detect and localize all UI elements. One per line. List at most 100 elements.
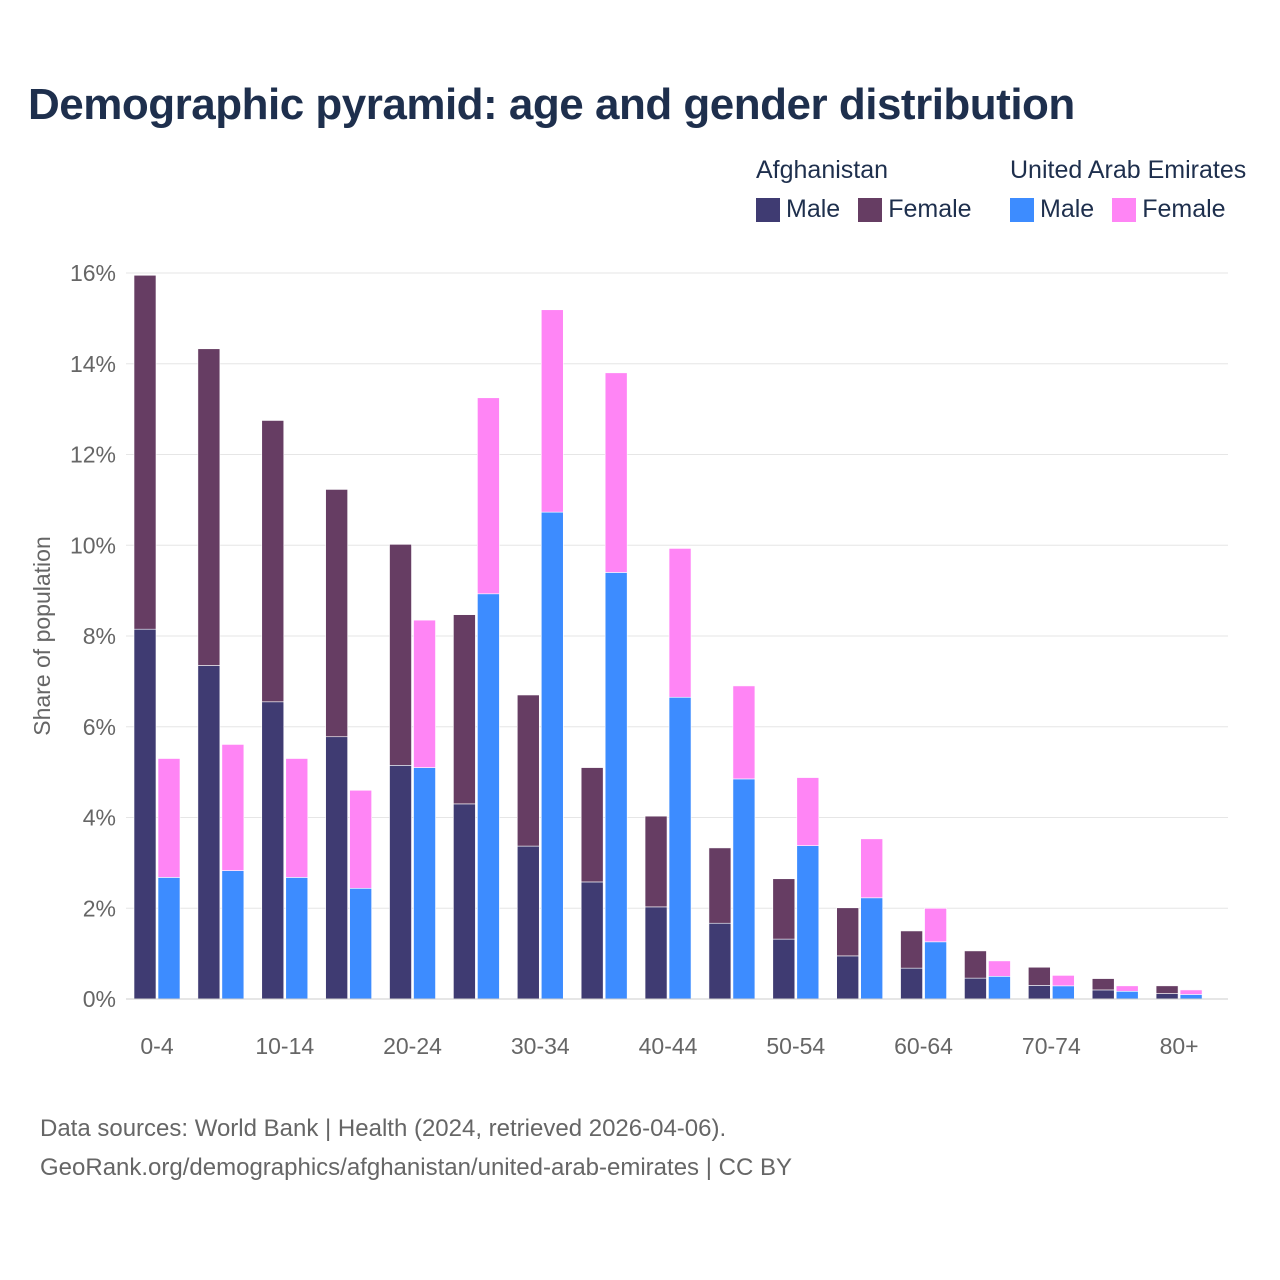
x-tick-label: 70-74 xyxy=(1022,1033,1081,1059)
bar-afghanistan-female-45-49 xyxy=(708,847,732,924)
bar-afghanistan-male-70-74 xyxy=(1028,985,1051,1000)
y-tick-label: 0% xyxy=(83,986,116,1012)
x-tick-label: 80+ xyxy=(1160,1033,1199,1059)
legend-item-afghanistan-female[interactable]: Female xyxy=(858,195,972,224)
bar-united-arab-emirates-male-55-59 xyxy=(860,897,883,1000)
legend-heading-uae: United Arab Emirates xyxy=(1010,156,1247,184)
x-tick-label: 10-14 xyxy=(255,1033,314,1059)
bar-united-arab-emirates-female-5-9 xyxy=(221,744,245,871)
bar-united-arab-emirates-male-25-29 xyxy=(477,593,500,1000)
x-tick-label: 40-44 xyxy=(639,1033,698,1059)
bar-afghanistan-female-50-54 xyxy=(772,878,796,940)
bar-afghanistan-male-10-14 xyxy=(261,701,285,1000)
bar-united-arab-emirates-female-35-39 xyxy=(604,372,628,573)
bar-afghanistan-female-70-74 xyxy=(1028,966,1051,986)
bar-united-arab-emirates-male-65-69 xyxy=(988,976,1011,1000)
legend-heading-afghanistan: Afghanistan xyxy=(756,156,889,184)
bar-united-arab-emirates-male-40-44 xyxy=(668,696,692,1000)
bar-united-arab-emirates-female-55-59 xyxy=(860,838,883,899)
bar-united-arab-emirates-female-50-54 xyxy=(796,777,820,846)
x-tick-label: 50-54 xyxy=(766,1033,825,1059)
bar-afghanistan-male-15-19 xyxy=(325,736,348,1000)
legend-swatch-afghanistan-male xyxy=(756,197,780,222)
bar-united-arab-emirates-female-25-29 xyxy=(477,397,500,595)
bar-afghanistan-female-25-29 xyxy=(453,614,476,805)
y-tick-label: 16% xyxy=(70,260,116,286)
footer-credit[interactable]: GeoRank.org/demographics/afghanistan/uni… xyxy=(40,1154,792,1181)
bar-afghanistan-male-30-34 xyxy=(516,845,540,1000)
bar-united-arab-emirates-female-65-69 xyxy=(988,960,1011,977)
bar-afghanistan-female-15-19 xyxy=(325,489,348,738)
bar-afghanistan-female-55-59 xyxy=(836,907,859,957)
bar-united-arab-emirates-female-70-74 xyxy=(1052,975,1075,987)
x-tick-label: 60-64 xyxy=(894,1033,953,1059)
bar-united-arab-emirates-female-40-44 xyxy=(668,548,692,698)
bar-united-arab-emirates-male-15-19 xyxy=(349,887,372,1000)
bar-afghanistan-male-0-4 xyxy=(133,628,157,1000)
bar-united-arab-emirates-female-0-4 xyxy=(157,758,181,878)
bar-afghanistan-male-40-44 xyxy=(644,906,668,1000)
bar-afghanistan-female-35-39 xyxy=(580,767,604,883)
bar-united-arab-emirates-male-5-9 xyxy=(221,870,245,1000)
bar-united-arab-emirates-female-80+ xyxy=(1179,989,1203,995)
y-tick-label: 6% xyxy=(83,714,116,740)
bar-afghanistan-female-0-4 xyxy=(133,274,157,630)
bar-united-arab-emirates-female-45-49 xyxy=(732,685,756,780)
bar-afghanistan-male-35-39 xyxy=(580,881,604,1000)
bar-united-arab-emirates-female-75-79 xyxy=(1115,985,1139,992)
bar-afghanistan-female-5-9 xyxy=(197,348,221,666)
legend-label-afghanistan-male: Male xyxy=(786,195,841,223)
x-tick-label: 30-34 xyxy=(511,1033,570,1059)
bar-afghanistan-female-75-79 xyxy=(1091,978,1115,991)
bar-united-arab-emirates-male-70-74 xyxy=(1052,985,1075,1000)
legend-afghanistan: Afghanistan Male Female xyxy=(756,156,990,224)
legend-label-uae-female: Female xyxy=(1142,195,1226,223)
bar-afghanistan-female-40-44 xyxy=(644,815,668,908)
pyramid-chart: 0% 2% 4% 6% 8% 10% 12% 14% 16% Share of populatio… xyxy=(29,260,1228,1059)
bar-afghanistan-female-20-24 xyxy=(389,544,412,766)
bar-united-arab-emirates-male-50-54 xyxy=(796,845,820,1000)
bar-united-arab-emirates-female-15-19 xyxy=(349,789,372,889)
y-tick-label: 2% xyxy=(83,895,116,921)
bar-afghanistan-male-55-59 xyxy=(836,955,859,1000)
chart-title: Demographic pyramid: age and gender dist… xyxy=(28,80,1075,129)
x-tick-label: 0-4 xyxy=(140,1033,173,1059)
y-tick-label: 4% xyxy=(83,805,116,831)
bar-afghanistan-male-20-24 xyxy=(389,765,412,1000)
bar-afghanistan-male-75-79 xyxy=(1091,989,1115,1000)
y-tick-label: 14% xyxy=(70,351,116,377)
legend-label-uae-male: Male xyxy=(1040,195,1095,223)
bar-afghanistan-female-80+ xyxy=(1155,985,1179,994)
bar-afghanistan-male-80+ xyxy=(1155,993,1179,1000)
footer-sources: Data sources: World Bank | Health (2024,… xyxy=(40,1115,727,1142)
legend-item-uae-female[interactable]: Female xyxy=(1112,195,1226,224)
y-tick-label: 10% xyxy=(70,532,116,558)
y-tick-label: 8% xyxy=(83,623,116,649)
bar-afghanistan-female-65-69 xyxy=(964,950,987,979)
y-tick-label: 12% xyxy=(70,442,116,468)
bar-united-arab-emirates-female-60-64 xyxy=(924,907,947,943)
bar-united-arab-emirates-male-20-24 xyxy=(413,767,436,1000)
bar-afghanistan-male-50-54 xyxy=(772,938,796,1000)
bar-afghanistan-female-10-14 xyxy=(261,420,285,703)
legend-swatch-uae-male xyxy=(1010,197,1034,222)
legend-item-afghanistan-male[interactable]: Male xyxy=(756,195,840,224)
bar-united-arab-emirates-female-30-34 xyxy=(540,309,564,513)
bar-united-arab-emirates-male-30-34 xyxy=(540,511,564,1000)
y-axis-title: Share of population xyxy=(29,536,55,736)
bar-united-arab-emirates-male-75-79 xyxy=(1115,990,1139,1000)
legend-swatch-afghanistan-female xyxy=(858,197,883,222)
legend-item-uae-male[interactable]: Male xyxy=(1010,195,1094,224)
bar-afghanistan-male-25-29 xyxy=(453,803,476,1000)
legend-label-afghanistan-female: Female xyxy=(888,195,972,223)
bar-united-arab-emirates-male-0-4 xyxy=(157,877,181,1000)
bar-united-arab-emirates-female-10-14 xyxy=(285,758,309,878)
legend-swatch-uae-female xyxy=(1112,197,1137,222)
x-tick-label: 20-24 xyxy=(383,1033,442,1059)
bar-united-arab-emirates-male-60-64 xyxy=(924,941,947,1000)
bar-afghanistan-female-60-64 xyxy=(900,930,923,969)
bar-afghanistan-male-45-49 xyxy=(708,922,732,1000)
bar-united-arab-emirates-male-35-39 xyxy=(604,572,628,1000)
bar-afghanistan-male-65-69 xyxy=(964,977,987,1000)
bar-afghanistan-male-60-64 xyxy=(900,967,923,1000)
